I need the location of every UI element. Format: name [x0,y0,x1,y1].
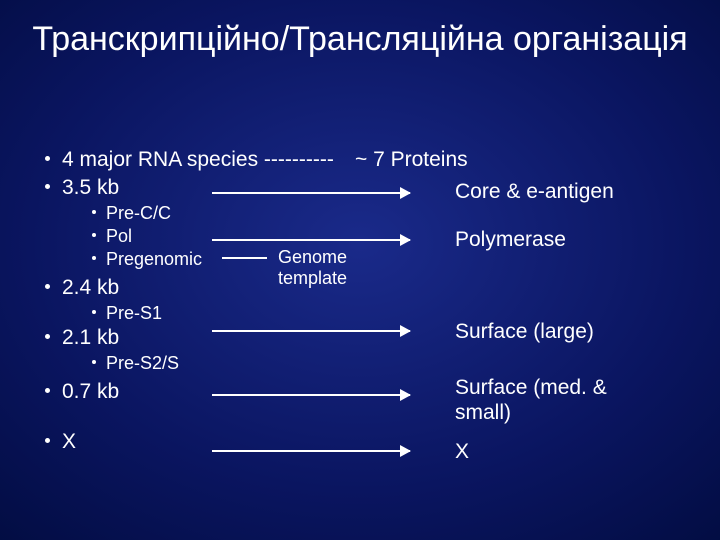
rna-subitem: Pre-S2/S [92,353,179,374]
bullet-icon [45,388,50,393]
bullet-icon [92,310,96,314]
genome-label: Genome template [278,247,368,288]
bullet-icon [45,334,50,339]
rna-header: 4 major RNA species ---------- [45,148,334,172]
rna-subitem: Pre-C/C [92,203,171,224]
rna-item: 3.5 kb [45,176,119,200]
bullet-icon [45,184,50,189]
proteins-header-text: ~ 7 Proteins [355,148,468,171]
rna-item-text: 3.5 kb [62,176,119,199]
rna-item-text: 0.7 kb [62,380,119,403]
rna-item-text: 2.1 kb [62,326,119,349]
bullet-icon [45,156,50,161]
protein-product: X [455,440,469,464]
bullet-icon [92,210,96,214]
arrow-icon [212,330,410,332]
arrow-icon [212,192,410,194]
rna-subitem: Pregenomic [92,249,202,270]
rna-subitem-text: Pre-S1 [106,303,162,323]
genome-line [222,257,267,259]
rna-item: 2.4 kb [45,276,119,300]
arrow-icon [212,394,410,396]
arrow-icon [212,239,410,241]
rna-header-text: 4 major RNA species ---------- [62,148,334,171]
rna-subitem-text: Pre-C/C [106,203,171,223]
rna-item: X [45,430,76,454]
rna-item-text: X [62,430,76,453]
rna-item: 0.7 kb [45,380,119,404]
protein-product: Surface (med. & small) [455,375,635,425]
rna-subitem: Pol [92,226,132,247]
bullet-icon [92,360,96,364]
protein-product: Core & e-antigen [455,180,614,204]
bullet-icon [45,438,50,443]
proteins-header: ~ 7 Proteins [355,148,468,172]
rna-subitem-text: Pol [106,226,132,246]
rna-subitem-text: Pre-S2/S [106,353,179,373]
rna-subitem-text: Pregenomic [106,249,202,269]
protein-product: Polymerase [455,228,566,252]
arrow-icon [212,450,410,452]
bullet-icon [92,233,96,237]
rna-item-text: 2.4 kb [62,276,119,299]
slide-title: Транскрипційно/Трансляційна організація [0,18,720,61]
bullet-icon [92,256,96,260]
bullet-icon [45,284,50,289]
rna-subitem: Pre-S1 [92,303,162,324]
protein-product: Surface (large) [455,320,594,344]
rna-item: 2.1 kb [45,326,119,350]
